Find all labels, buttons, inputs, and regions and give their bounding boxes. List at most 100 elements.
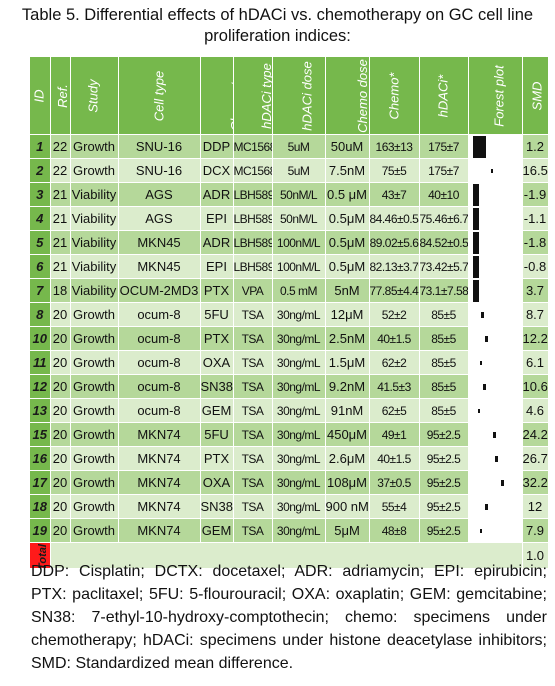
cell-id: 6	[30, 254, 51, 279]
cell-chemo-type: ADR	[200, 230, 234, 255]
cell-hdaci: 73.1±7.58	[419, 278, 469, 303]
cell-chemo: 89.02±5.6	[369, 230, 420, 255]
cell-id: 11	[30, 350, 51, 375]
cell-study: Viability	[70, 278, 119, 303]
cell-ref: 21	[50, 206, 71, 231]
cell-chemo-type: ADR	[200, 182, 234, 207]
cell-ref: 21	[50, 182, 71, 207]
forest-plot-cell	[468, 374, 523, 399]
forest-plot-cell	[468, 422, 523, 447]
cell-chemo-type: DCX	[200, 158, 234, 183]
cell-id: 16	[30, 446, 51, 471]
cell-hdaci-type: TSA	[233, 470, 273, 495]
cell-hdaci-dose: 30ng/mL	[272, 302, 326, 327]
table-row: 13 20 Growth ocum-8 GEM TSA 30ng/mL 91nM 62±5 85±…	[30, 398, 549, 423]
cell-chemo-type: OXA	[200, 470, 234, 495]
cell-chemo: 37±0.5	[369, 470, 420, 495]
table-row: 11 20 Growth ocum-8 OXA TSA 30ng/mL 1.5μM 62±2 85…	[30, 350, 549, 375]
header-ref: Ref.	[50, 57, 71, 135]
table-row: 15 20 Growth MKN74 5FU TSA 30ng/mL 450μM 49±1 95±…	[30, 422, 549, 447]
table-row: 3 21 Viability AGS ADR LBH589 50nM/L 0.5 μM 43±7…	[30, 182, 549, 207]
cell-id: 4	[30, 206, 51, 231]
cell-smd: 4.6	[522, 398, 549, 423]
cell-chemo-type: SN38	[200, 494, 234, 519]
cell-cell: SNU-16	[118, 158, 201, 183]
table-row: 17 20 Growth MKN74 OXA TSA 30ng/mL 108μM 37±0.5 9…	[30, 470, 549, 495]
cell-id: 8	[30, 302, 51, 327]
cell-study: Growth	[70, 494, 119, 519]
cell-chemo: 75±5	[369, 158, 420, 183]
table-row: 19 20 Growth MKN74 GEM TSA 30ng/mL 5μM 48±8 95±2.…	[30, 518, 549, 543]
total-empty-cell	[50, 542, 523, 569]
cell-hdaci: 175±7	[419, 158, 469, 183]
forest-plot-cell	[468, 518, 523, 543]
forest-plot-marker	[492, 432, 496, 438]
cell-smd: 12.2	[522, 326, 549, 351]
cell-hdaci-type: TSA	[233, 446, 273, 471]
forest-plot-marker	[480, 312, 484, 318]
cell-hdaci-type: LBH589	[233, 254, 273, 279]
cell-cell: ocum-8	[118, 326, 201, 351]
table-row: 10 20 Growth ocum-8 PTX TSA 30ng/mL 2.5nM 40±1.5…	[30, 326, 549, 351]
cell-hdaci-type: TSA	[233, 398, 273, 423]
cell-cell: MKN45	[118, 230, 201, 255]
forest-plot-cell	[468, 134, 523, 159]
cell-smd: 12	[522, 494, 549, 519]
cell-study: Growth	[70, 374, 119, 399]
cell-id: 5	[30, 230, 51, 255]
header-cell-type: Cell type	[118, 57, 201, 135]
forest-plot-marker	[494, 456, 498, 462]
forest-plot-marker	[472, 184, 479, 206]
cell-chemo: 82.13±3.79	[369, 254, 420, 279]
cell-id: 2	[30, 158, 51, 183]
cell-hdaci-type: LBH589	[233, 182, 273, 207]
header-id: ID	[30, 57, 51, 135]
cell-ref: 21	[50, 230, 71, 255]
cell-chemo-dose: 0.5 μM	[325, 182, 370, 207]
table-row: 16 20 Growth MKN74 PTX TSA 30ng/mL 2.6μM 40±1.5 9…	[30, 446, 549, 471]
forest-plot-cell	[468, 494, 523, 519]
table-row: 1 22 Growth SNU-16 DDP MC1568 5uM 50uM 163±13 175…	[30, 134, 549, 159]
cell-hdaci: 95±2.5	[419, 422, 469, 447]
cell-smd: -0.8	[522, 254, 549, 279]
cell-hdaci: 85±5	[419, 326, 469, 351]
cell-study: Viability	[70, 206, 119, 231]
cell-chemo-dose: 12μM	[325, 302, 370, 327]
forest-plot-cell	[468, 302, 523, 327]
cell-ref: 20	[50, 494, 71, 519]
cell-ref: 20	[50, 326, 71, 351]
cell-ref: 20	[50, 398, 71, 423]
cell-cell: AGS	[118, 206, 201, 231]
cell-hdaci-dose: 30ng/mL	[272, 326, 326, 351]
cell-chemo: 55±4	[369, 494, 420, 519]
cell-chemo-dose: 91nM	[325, 398, 370, 423]
forest-plot-marker	[472, 232, 479, 254]
header-chemo-type: Chemo type	[200, 57, 234, 135]
cell-smd: 7.9	[522, 518, 549, 543]
cell-hdaci: 75.46±6.79	[419, 206, 469, 231]
cell-study: Growth	[70, 398, 119, 423]
cell-smd: 16.5	[522, 158, 549, 183]
cell-chemo: 40±1.5	[369, 326, 420, 351]
cell-cell: MKN74	[118, 494, 201, 519]
cell-hdaci-dose: 30ng/mL	[272, 470, 326, 495]
cell-hdaci-type: MC1568	[233, 134, 273, 159]
table-row: 6 21 Viability MKN45 EPI LBH589 100nM/L 0.5μM 82…	[30, 254, 549, 279]
cell-hdaci-type: TSA	[233, 494, 273, 519]
cell-ref: 20	[50, 302, 71, 327]
cell-hdaci-type: TSA	[233, 350, 273, 375]
cell-chemo-type: PTX	[200, 446, 234, 471]
cell-chemo-type: 5FU	[200, 302, 234, 327]
cell-hdaci-dose: 50nM/L	[272, 182, 326, 207]
forest-plot-cell	[468, 326, 523, 351]
cell-cell: ocum-8	[118, 374, 201, 399]
cell-chemo-dose: 1.5μM	[325, 350, 370, 375]
header-chemo: Chemo*	[369, 57, 420, 135]
cell-id: 10	[30, 326, 51, 351]
cell-id: 3	[30, 182, 51, 207]
cell-chemo: 41.5±3	[369, 374, 420, 399]
header-hdaci-type: hDACi type	[233, 57, 273, 135]
cell-hdaci-type: VPA	[233, 278, 273, 303]
cell-hdaci-dose: 100nM/L	[272, 230, 326, 255]
cell-chemo-dose: 900 nM	[325, 494, 370, 519]
